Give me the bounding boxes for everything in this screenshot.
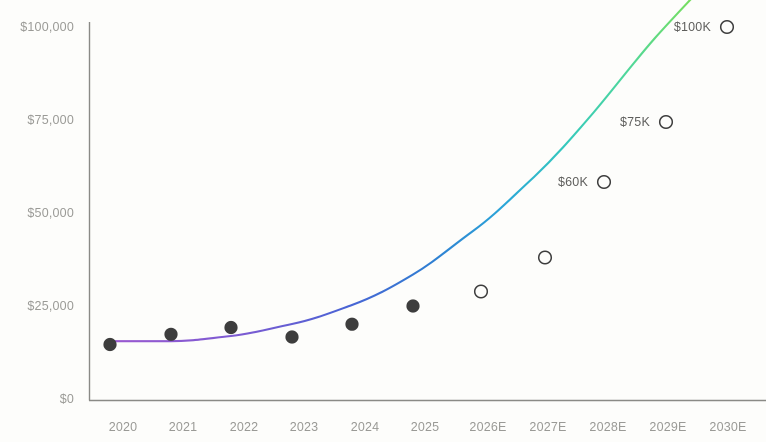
x-tick-2030E: 2030E [709,420,747,434]
y-tick-50000: $50,000 [27,206,74,220]
y-tick-75000: $75,000 [27,113,74,127]
annotation-100k: $100K [673,20,711,34]
x-tick-2023: 2023 [289,420,319,434]
y-tick-0: $0 [59,392,74,406]
x-tick-2022: 2022 [229,420,259,434]
y-tick-25000: $25,000 [27,299,74,313]
y-tick-100000: $100,000 [20,20,74,34]
actual-data-markers [103,299,420,352]
x-tick-2025: 2025 [410,420,440,434]
x-tick-2027E: 2027E [529,420,567,434]
x-tick-2029E: 2029E [649,420,687,434]
data-point-2026E[interactable] [473,284,489,299]
data-point-2025[interactable] [406,299,420,313]
trend-line [108,0,692,343]
x-tick-2021: 2021 [168,420,198,434]
x-tick-2020: 2020 [108,420,138,434]
data-point-2029E[interactable] [658,114,674,130]
x-tick-2028E: 2028E [589,420,627,434]
data-point-2022[interactable] [224,320,238,335]
data-point-2024[interactable] [345,317,359,331]
data-point-2027E[interactable] [537,250,553,265]
x-tick-2026E: 2026E [469,420,507,434]
x-tick-2024: 2024 [350,420,380,434]
annotation-60k: $60K [558,175,588,189]
data-point-2030E[interactable] [719,19,735,35]
chart-axes [88,22,766,402]
data-point-2021[interactable] [164,327,178,341]
annotation-75k: $75K [620,115,650,129]
data-point-2028E[interactable] [596,174,612,190]
projected-data-markers [473,19,735,299]
data-point-2020[interactable] [103,337,117,352]
data-point-2023[interactable] [285,330,299,344]
